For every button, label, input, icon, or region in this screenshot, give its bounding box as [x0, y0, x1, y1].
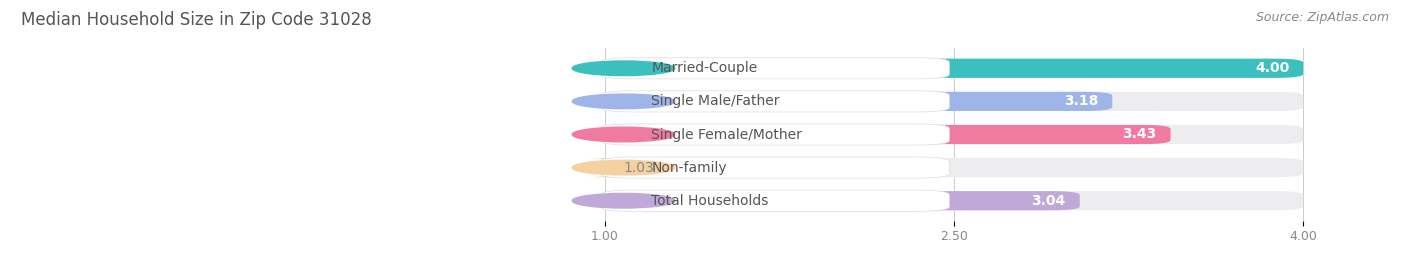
FancyBboxPatch shape	[600, 91, 949, 112]
FancyBboxPatch shape	[600, 157, 949, 178]
Text: Source: ZipAtlas.com: Source: ZipAtlas.com	[1256, 11, 1389, 24]
Circle shape	[572, 94, 675, 109]
Text: Married-Couple: Married-Couple	[651, 61, 758, 75]
Text: 4.00: 4.00	[1256, 61, 1289, 75]
Text: 3.04: 3.04	[1032, 194, 1066, 208]
FancyBboxPatch shape	[583, 158, 633, 177]
Circle shape	[572, 127, 675, 142]
Text: Non-family: Non-family	[651, 161, 727, 175]
Text: 3.43: 3.43	[1122, 128, 1157, 141]
Circle shape	[572, 193, 675, 208]
Text: 1.03: 1.03	[623, 161, 654, 175]
Text: Single Male/Father: Single Male/Father	[651, 94, 780, 108]
FancyBboxPatch shape	[605, 92, 1303, 111]
Circle shape	[572, 160, 675, 175]
FancyBboxPatch shape	[600, 190, 949, 211]
FancyBboxPatch shape	[605, 59, 1303, 78]
FancyBboxPatch shape	[605, 125, 1171, 144]
FancyBboxPatch shape	[605, 92, 1112, 111]
FancyBboxPatch shape	[605, 125, 1303, 144]
FancyBboxPatch shape	[605, 59, 1303, 78]
Text: Median Household Size in Zip Code 31028: Median Household Size in Zip Code 31028	[21, 11, 371, 29]
Circle shape	[572, 61, 675, 76]
FancyBboxPatch shape	[600, 124, 949, 145]
Text: Total Households: Total Households	[651, 194, 769, 208]
Text: Single Female/Mother: Single Female/Mother	[651, 128, 803, 141]
FancyBboxPatch shape	[605, 191, 1303, 210]
FancyBboxPatch shape	[605, 191, 1080, 210]
Text: 3.18: 3.18	[1064, 94, 1098, 108]
FancyBboxPatch shape	[600, 58, 949, 79]
FancyBboxPatch shape	[605, 158, 1303, 177]
